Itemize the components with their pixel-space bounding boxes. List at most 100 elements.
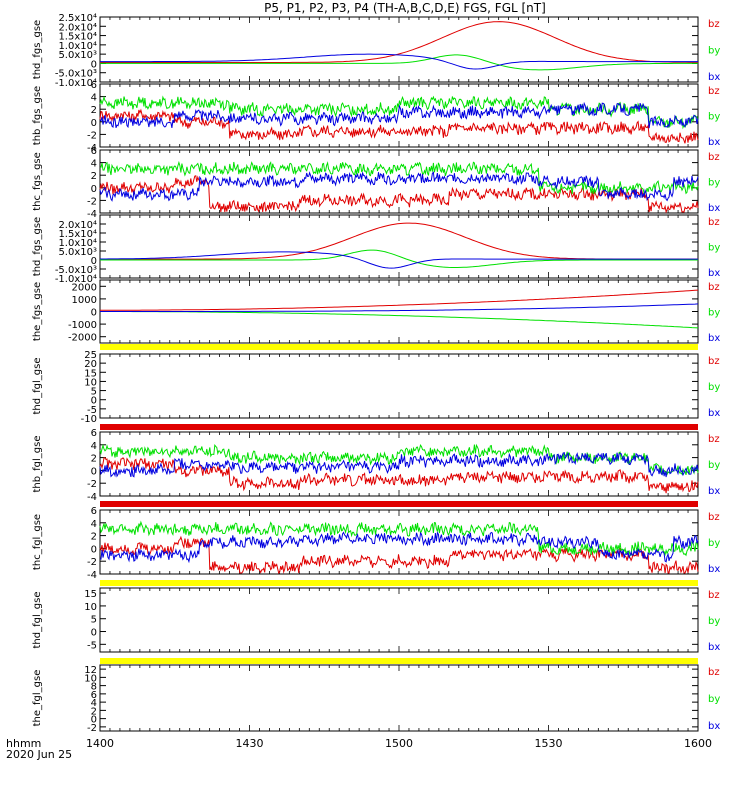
y-tick-label: 1.0x10⁴ <box>58 238 97 249</box>
y-tick-label: 0 <box>91 715 97 726</box>
y-tick-label: -1000 <box>68 320 97 331</box>
y-tick-label: 2 <box>91 532 97 543</box>
legend-bx: bx <box>708 721 720 732</box>
y-tick-label: 2.0x10⁴ <box>58 220 97 231</box>
y-tick-label: 0 <box>91 466 97 477</box>
series-line-by <box>99 160 699 195</box>
legend-bz: bz <box>708 667 720 678</box>
y-tick-label: 6 <box>91 80 97 91</box>
x-tick-label: 1500 <box>385 737 413 750</box>
y-axis-label: the_fgs_gse <box>32 282 43 341</box>
y-tick-label: 4 <box>91 519 97 530</box>
y-tick-label: 15 <box>84 589 97 600</box>
y-tick-label: -5 <box>87 405 97 416</box>
series-line-bx <box>100 251 698 269</box>
panel-5: 2000 1000 0-1000 -2000 the_fgs_gse bz by bx <box>32 279 720 344</box>
series-line-bz <box>100 289 699 311</box>
series-line-bz <box>100 222 698 260</box>
y-tick-label: 0 <box>91 628 97 639</box>
y-tick-label: 2 <box>91 454 97 465</box>
y-tick-label: 5 <box>91 387 97 398</box>
date-label: 2020 Jun 25 <box>6 748 72 761</box>
y-tick-label: 5.0x10³ <box>58 247 97 258</box>
legend-bx: bx <box>708 486 720 497</box>
series-line-bx <box>99 171 699 202</box>
series-line-by <box>99 95 699 130</box>
status-bar <box>100 424 698 430</box>
y-tick-label: -2 <box>87 196 97 207</box>
y-axis-label: the_fgl_gse <box>32 670 43 727</box>
legend-bx: bx <box>708 268 720 279</box>
panel-4: 2.0x10⁴1.5x10⁴1.0x10⁴5.0x10³0-5.0x10³-1.… <box>32 214 720 285</box>
series-line-bz <box>99 175 699 214</box>
legend-by: by <box>708 178 720 189</box>
legend-bz: bz <box>708 590 720 601</box>
y-tick-label: -2 <box>87 557 97 568</box>
panel-2: 6 42 0-2 -4 thb_fgs_gse bz by bx <box>32 80 720 154</box>
y-axis-label: thb_fgl_gse <box>32 436 43 493</box>
series-line-bz <box>99 108 699 144</box>
legend-by: by <box>708 243 720 254</box>
y-tick-label: 2 <box>91 706 97 717</box>
status-bar <box>100 344 698 350</box>
legend-by: by <box>708 616 720 627</box>
legend-bx: bx <box>708 642 720 653</box>
y-tick-label: 12 <box>84 665 97 676</box>
y-tick-label: -2 <box>87 130 97 141</box>
series-line-bx <box>100 53 698 70</box>
y-tick-label: 8 <box>91 682 97 693</box>
x-tick-label: 1530 <box>535 737 563 750</box>
status-bar <box>100 658 698 664</box>
series-line-bx <box>99 451 699 478</box>
y-tick-label: -1.0x10⁴ <box>55 274 97 285</box>
y-tick-label: 0 <box>91 396 97 407</box>
panel-frame <box>99 664 699 732</box>
legend-by: by <box>708 694 720 705</box>
y-tick-label: 5.0x10³ <box>58 50 97 61</box>
panel-3: 6 42 0-2 -4 thc_fgs_gse bz by bx <box>32 146 720 220</box>
legend-by: by <box>708 382 720 393</box>
y-tick-label: 2 <box>91 171 97 182</box>
y-axis-label: thd_fgs_gse <box>32 217 43 276</box>
series-line-by <box>100 54 698 71</box>
y-tick-label: 1.5x10⁴ <box>58 32 97 43</box>
legend-bz: bz <box>708 356 720 367</box>
y-tick-label: 0 <box>91 118 97 129</box>
y-tick-label: -2 <box>87 479 97 490</box>
legend-bz: bz <box>708 282 720 293</box>
chart-title: P5, P1, P2, P3, P4 (TH-A,B,C,D,E) FGS, F… <box>264 1 546 15</box>
legend-by: by <box>708 538 720 549</box>
legend-bz: bz <box>708 217 720 228</box>
legend-bz: bz <box>708 86 720 97</box>
y-tick-label: 4 <box>91 93 97 104</box>
series-line-by <box>99 443 699 476</box>
panel-8: 6 4 20 -2 -4 thc_fgl_gse bz by bx <box>32 506 720 581</box>
panel-1: 2.5x10⁴2.0x10⁴1.5x10⁴1.0x10⁴5.0x10³0-5.0… <box>32 13 720 89</box>
y-tick-label: 10 <box>84 377 97 388</box>
x-tick-label: 1430 <box>236 737 264 750</box>
series-line-bx <box>100 303 699 312</box>
y-tick-label: 2 <box>91 105 97 116</box>
y-tick-label: 0 <box>91 256 97 267</box>
y-tick-label: -4 <box>87 570 97 581</box>
y-tick-label: 1.5x10⁴ <box>58 229 97 240</box>
panel-frame <box>99 214 699 279</box>
legend-bx: bx <box>708 72 720 83</box>
y-tick-label: -5 <box>87 640 97 651</box>
y-axis-label: thd_fgl_gse <box>32 358 43 415</box>
y-tick-label: -1.0x10⁴ <box>55 78 97 89</box>
panel-frame <box>99 149 699 214</box>
legend-bz: bz <box>708 152 720 163</box>
y-axis-label: thd_fgl_gse <box>32 592 43 649</box>
legend-by: by <box>708 460 720 471</box>
y-tick-label: -4 <box>87 143 97 154</box>
legend-bx: bx <box>708 203 720 214</box>
y-tick-label: 6 <box>91 506 97 517</box>
y-tick-label: 6 <box>91 146 97 157</box>
y-tick-label: -4 <box>87 492 97 503</box>
y-axis-label: thc_fgl_gse <box>32 514 43 570</box>
series-line-by <box>100 311 699 329</box>
